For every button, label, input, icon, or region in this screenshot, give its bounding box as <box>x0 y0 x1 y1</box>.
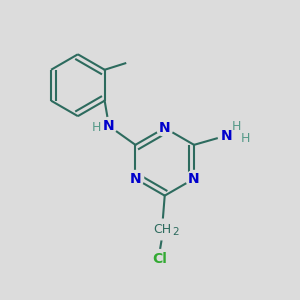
Text: N: N <box>130 172 141 186</box>
Text: H: H <box>241 132 250 145</box>
Circle shape <box>152 219 173 240</box>
Text: H: H <box>232 120 242 133</box>
Circle shape <box>101 118 117 134</box>
Text: N: N <box>188 172 200 186</box>
Circle shape <box>157 120 173 136</box>
Circle shape <box>218 128 235 144</box>
Text: 2: 2 <box>172 227 178 237</box>
Text: CH: CH <box>153 223 171 236</box>
Text: N: N <box>159 121 170 135</box>
Text: Cl: Cl <box>152 252 167 266</box>
Text: N: N <box>103 119 115 133</box>
Circle shape <box>150 250 169 268</box>
Circle shape <box>186 170 202 187</box>
Text: N: N <box>220 129 232 143</box>
Circle shape <box>127 170 144 187</box>
Text: H: H <box>92 121 101 134</box>
